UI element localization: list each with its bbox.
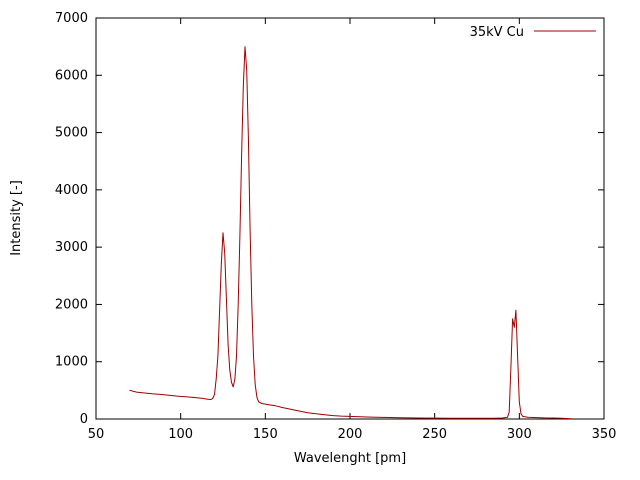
x-tick-label: 50: [88, 427, 105, 442]
x-tick-label: 250: [422, 427, 447, 442]
y-tick-label: 4000: [55, 183, 88, 198]
legend: 35kV Cu: [470, 25, 596, 40]
data-series-layer: [129, 46, 573, 420]
y-tick-label: 6000: [55, 68, 88, 83]
legend-entry-label: 35kV Cu: [470, 25, 524, 40]
x-tick-label: 300: [507, 427, 532, 442]
y-tick-label: 7000: [55, 11, 88, 26]
x-tick-label: 150: [253, 427, 278, 442]
x-tick-label: 200: [338, 427, 363, 442]
y-tick-label: 2000: [55, 297, 88, 312]
ticks-layer: 50 100 150 200 250 300 350 0 1000 2000 3000 4000 500…: [55, 11, 617, 442]
y-tick-label: 3000: [55, 240, 88, 255]
spectrum-line: [129, 46, 573, 420]
plot-border: [95, 17, 605, 420]
y-tick-label: 1000: [55, 355, 88, 370]
y-axis-label: Intensity [-]: [9, 180, 24, 256]
x-axis-label: Wavelenght [pm]: [294, 451, 406, 466]
x-tick-label: 100: [168, 427, 193, 442]
y-tick-label: 5000: [55, 126, 88, 141]
x-tick-label: 350: [592, 427, 617, 442]
y-tick-label: 0: [80, 412, 88, 427]
